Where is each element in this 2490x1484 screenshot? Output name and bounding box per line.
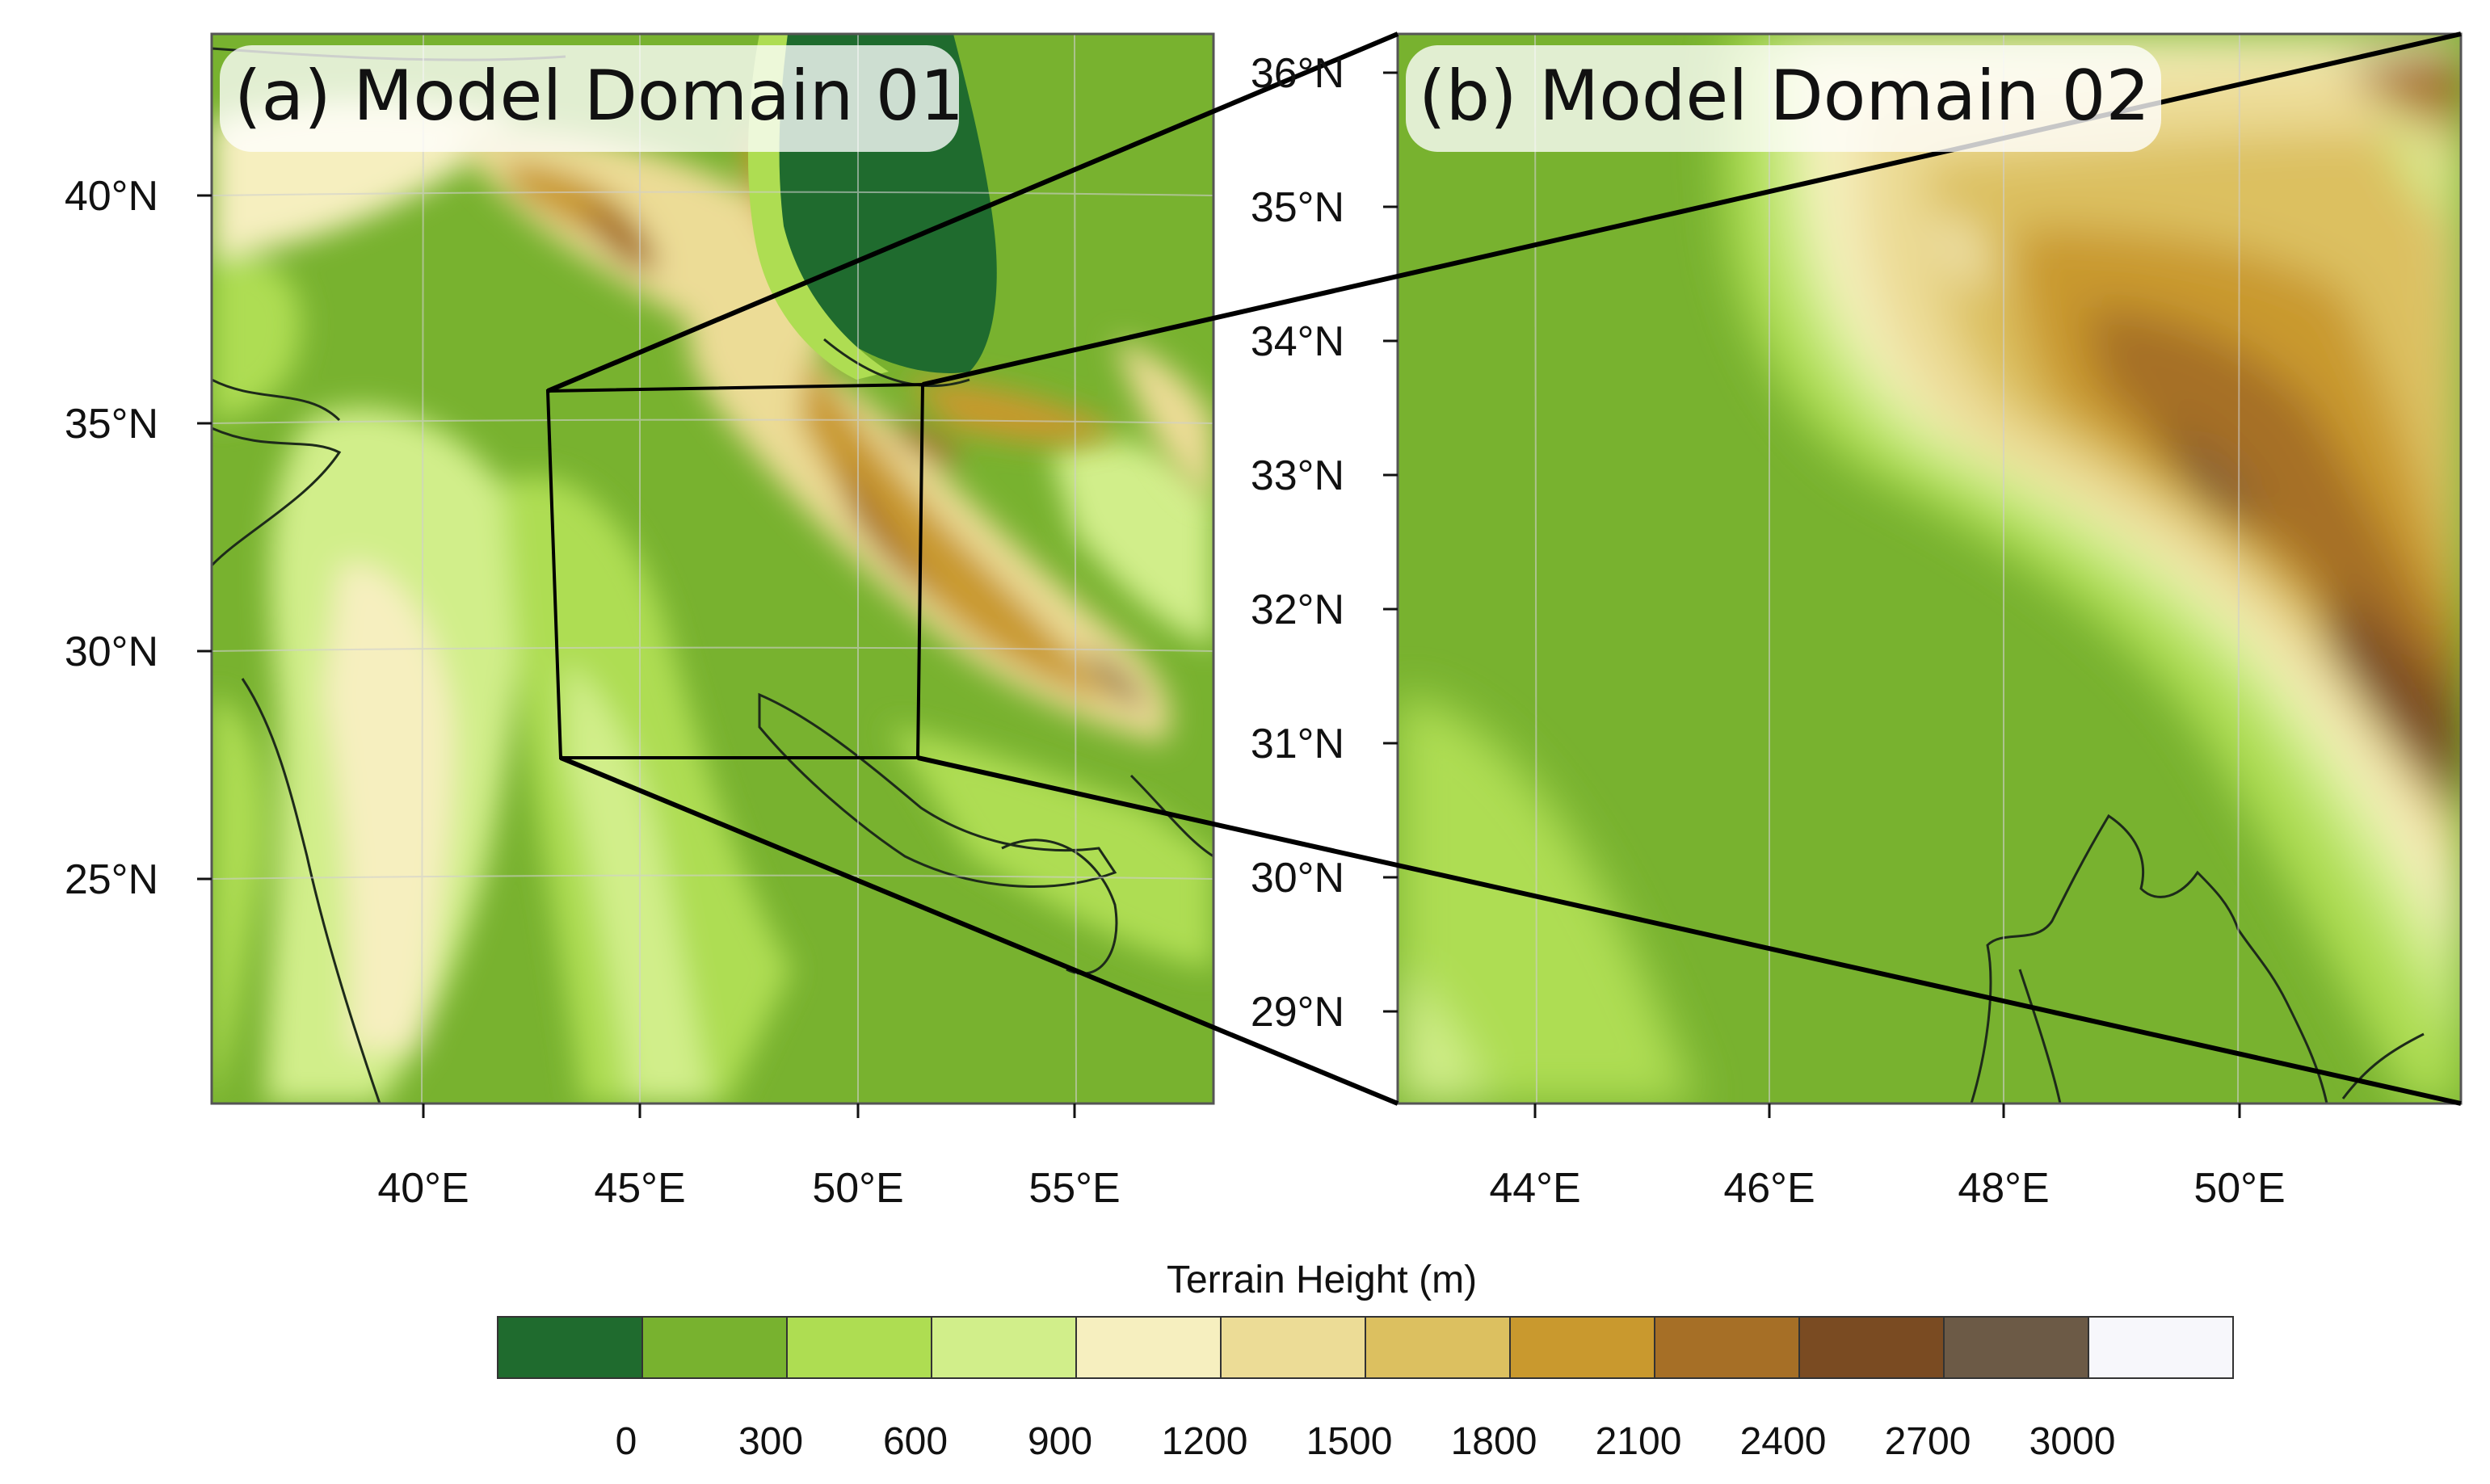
colorbar-swatch — [1220, 1316, 1366, 1379]
panel-a-axes: 25°N 30°N 35°N 40°N 40°E 45°E 50°E 55°E — [65, 173, 1121, 1212]
colorbar-swatch — [641, 1316, 788, 1379]
colorbar-swatch — [2088, 1316, 2234, 1379]
panel-a-lat-tick-label: 35°N — [65, 401, 158, 448]
colorbar-swatch — [1509, 1316, 1655, 1379]
colorbar-label: 0 — [616, 1420, 637, 1463]
panel-b-title: (b) Model Domain 02 — [1419, 56, 2150, 137]
panel-b-lat-tick-label: 33°N — [1251, 452, 1344, 499]
panel-b-lon-tick-label: 48°E — [1958, 1165, 2049, 1212]
panel-b-lat-tick-label: 36°N — [1251, 50, 1344, 97]
panel-b-lat-tick-label: 31°N — [1251, 721, 1344, 767]
colorbar-title: Terrain Height (m) — [1167, 1259, 1477, 1301]
panel-a-title-group: (a) Model Domain 01 — [220, 45, 964, 152]
colorbar-label: 2400 — [1740, 1420, 1827, 1463]
panel-a-lon-tick-label: 40°E — [377, 1165, 469, 1212]
colorbar-label: 600 — [883, 1420, 948, 1463]
colorbar-swatch — [931, 1316, 1077, 1379]
colorbar-label: 900 — [1028, 1420, 1092, 1463]
colorbar-swatch — [786, 1316, 932, 1379]
colorbar-swatch — [497, 1316, 643, 1379]
colorbar-swatch — [1365, 1316, 1511, 1379]
colorbar-label: 3000 — [2029, 1420, 2116, 1463]
panel-a-lon-tick-label: 55°E — [1028, 1165, 1120, 1212]
colorbar-swatch — [1654, 1316, 1800, 1379]
panel-b-lon-tick-label: 46°E — [1723, 1165, 1815, 1212]
colorbar-swatch — [1798, 1316, 1945, 1379]
colorbar-label: 1200 — [1162, 1420, 1248, 1463]
panel-a-title: (a) Model Domain 01 — [234, 56, 964, 137]
persian-gulf — [758, 692, 1117, 888]
panel-a-map — [212, 34, 1213, 1104]
colorbar-label: 300 — [738, 1420, 803, 1463]
panel-b-lat-tick-label: 29°N — [1251, 989, 1344, 1036]
panel-b-map — [1398, 34, 2461, 1104]
panel-b-lat-tick-label: 34°N — [1251, 318, 1344, 365]
panel-b-title-group: (b) Model Domain 02 — [1406, 45, 2161, 152]
colorbar-swatch — [1943, 1316, 2089, 1379]
colorbar-label: 2700 — [1885, 1420, 1971, 1463]
colorbar-label: 2100 — [1596, 1420, 1682, 1463]
panel-a-lat-tick-label: 30°N — [65, 628, 158, 675]
terrain-colorbar: Terrain Height (m) 0 300 600 900 1200 1500 180… — [497, 1259, 2234, 1463]
zoom-connectors — [546, 32, 2462, 1106]
colorbar-label: 1800 — [1451, 1420, 1537, 1463]
panel-b-axes: 29°N 30°N 31°N 32°N 33°N 34°N 35°N 36°N 44°E 46°E… — [1251, 50, 2286, 1212]
panel-b-lon-tick-label: 50°E — [2193, 1165, 2285, 1212]
panel-b-lat-tick-label: 35°N — [1251, 184, 1344, 231]
colorbar-swatch — [1075, 1316, 1222, 1379]
panel-a-lon-tick-label: 45°E — [594, 1165, 685, 1212]
panel-a-lat-tick-label: 25°N — [65, 856, 158, 903]
panel-b-lat-tick-label: 32°N — [1251, 586, 1344, 633]
panel-a-lon-tick-label: 50°E — [812, 1165, 903, 1212]
panel-a-frame — [210, 32, 1215, 1105]
panel-b-lat-tick-label: 30°N — [1251, 855, 1344, 902]
panel-b-frame — [1396, 32, 2463, 1105]
colorbar-label: 1500 — [1306, 1420, 1393, 1463]
panel-a-lat-tick-label: 40°N — [65, 173, 158, 220]
panel-b-lon-tick-label: 44°E — [1489, 1165, 1580, 1212]
